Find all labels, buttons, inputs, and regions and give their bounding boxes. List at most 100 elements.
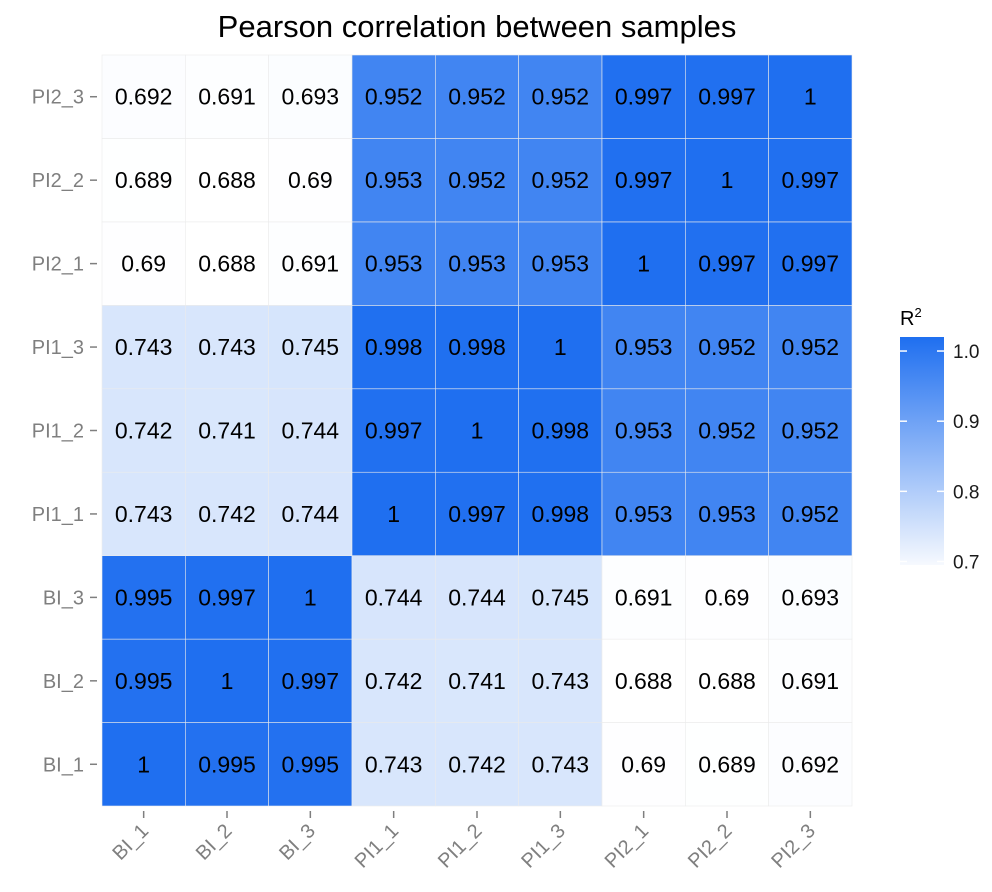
x-tick-label: PI1_3 [517,820,570,873]
x-tick-label: PI2_1 [601,820,654,873]
x-axis: BI_1 BI_2 BI_3 PI1_1 PI1_2 PI1_3 PI2_1 PI2_2 PI2… [109,811,820,872]
heatmap-cell-PI2_2-PI2_1 [601,138,686,223]
chart-title: Pearson correlation between samples [218,9,737,44]
heatmap-cell-PI1_3-BI_1 [101,305,186,390]
heatmap-cell-PI2_2-PI1_2 [435,138,519,223]
cell-value-label: 0.69 [121,251,166,277]
heatmap-cell-PI2_3-BI_2 [185,54,269,139]
cell-value-label: 0.693 [282,84,340,110]
cell-value-label: 0.997 [615,84,673,110]
heatmap-cell-BI_2-PI2_1 [601,638,686,723]
cell-value-label: 0.995 [198,751,256,777]
heatmap-cell-BI_2-BI_3 [268,638,353,723]
cell-value-label: 0.744 [282,501,340,527]
x-tick-label: PI2_3 [767,820,820,873]
cell-value-label: 0.692 [782,751,840,777]
legend-tick-label: 0.9 [953,412,979,433]
heatmap-cell-PI2_1-BI_1 [101,221,186,306]
cell-value-label: 0.691 [615,584,673,610]
cell-value-label: 0.953 [615,418,673,444]
heatmap-cell-PI2_3-BI_3 [268,54,353,139]
cell-value-label: 0.952 [448,84,506,110]
heatmap-cell-PI1_2-PI1_2 [435,388,519,473]
cell-value-label: 0.688 [698,668,756,694]
cell-value-label: 1 [721,167,734,193]
heatmap-cell-labels: 1 0.995 0.995 0.743 0.742 0.743 0.69 0.689 0.692… [115,84,839,778]
cell-value-label: 0.998 [365,334,423,360]
legend-ticks: 1.0 0.9 0.8 0.7 [900,342,979,573]
heatmap-cell-BI_1-PI1_2 [435,722,519,807]
legend-title-main: R [900,308,914,330]
cell-value-label: 0.997 [615,167,673,193]
heatmap-cell-PI2_1-PI2_1 [601,221,686,306]
cell-value-label: 1 [471,418,484,444]
cell-value-label: 0.953 [532,251,590,277]
cell-value-label: 0.742 [198,501,256,527]
heatmap-cell-PI1_3-PI1_2 [435,305,519,390]
y-tick-label: PI2_3 [32,87,84,109]
cell-value-label: 0.744 [282,418,340,444]
cell-value-label: 0.953 [615,501,673,527]
heatmap-cell-BI_1-BI_1 [101,722,186,807]
cell-value-label: 0.995 [115,668,173,694]
heatmap-cell-PI2_1-PI2_3 [768,221,853,306]
y-tick-label: PI1_1 [32,504,84,526]
cell-value-label: 0.952 [782,501,840,527]
heatmap-cell-PI2_2-BI_1 [101,138,186,223]
heatmap-cell-PI2_2-PI1_1 [351,138,436,223]
heatmap-cell-PI2_3-PI2_3 [768,54,853,139]
cell-value-label: 0.69 [705,584,750,610]
legend-title: R2 [900,305,922,330]
heatmap-cell-PI1_2-BI_3 [268,388,353,473]
heatmap-cell-PI1_3-PI2_2 [685,305,769,390]
y-tick-label: BI_1 [43,754,84,776]
heatmap-cell-BI_3-BI_3 [268,555,353,640]
legend-tick-label: 0.8 [953,482,979,503]
x-tick-label: BI_2 [192,820,237,865]
cell-value-label: 0.995 [115,584,173,610]
y-axis: BI_1 BI_2 BI_3 PI1_1 PI1_2 PI1_3 PI2_1 PI2_2 PI2… [32,87,97,776]
x-tick-label: BI_3 [275,820,320,865]
cell-value-label: 0.743 [365,751,423,777]
cell-value-label: 0.692 [115,84,173,110]
x-tick-label: PI2_2 [684,820,737,873]
cell-value-label: 0.952 [698,418,756,444]
cell-value-label: 0.997 [698,84,756,110]
heatmap-cell-PI2_1-BI_3 [268,221,353,306]
cell-value-label: 0.689 [115,167,173,193]
heatmap-cell-PI2_3-PI2_1 [601,54,686,139]
heatmap-cell-PI1_3-BI_2 [185,305,269,390]
cell-value-label: 0.998 [448,334,506,360]
legend-tick-label: 0.7 [953,552,979,573]
heatmap-cell-BI_1-PI1_1 [351,722,436,807]
cell-value-label: 0.742 [365,668,423,694]
cell-value-label: 1 [637,251,650,277]
cell-value-label: 0.744 [365,584,423,610]
cell-value-label: 0.952 [532,84,590,110]
heatmap-cell-PI2_1-PI2_2 [685,221,769,306]
heatmap-cell-BI_2-PI2_2 [685,638,769,723]
heatmap-cell-BI_1-PI1_3 [518,722,603,807]
cell-value-label: 0.741 [448,668,506,694]
color-legend: R2 1.0 0.9 0.8 0.7 [900,305,979,573]
heatmap-cell-PI1_1-PI1_1 [351,471,436,556]
cell-value-label: 0.688 [615,668,673,694]
cell-value-label: 0.953 [365,251,423,277]
cell-value-label: 0.691 [782,668,840,694]
heatmap-cell-PI1_2-PI2_1 [601,388,686,473]
heatmap-cell-PI2_1-PI1_1 [351,221,436,306]
cell-value-label: 0.688 [198,167,256,193]
heatmap-cell-PI1_2-PI1_3 [518,388,603,473]
heatmap-cell-PI2_3-PI1_3 [518,54,603,139]
heatmap-cell-PI1_1-BI_2 [185,471,269,556]
heatmap-cell-BI_1-BI_2 [185,722,269,807]
cell-value-label: 0.745 [532,584,590,610]
cell-value-label: 0.953 [448,251,506,277]
cell-value-label: 0.69 [288,167,333,193]
cell-value-label: 0.953 [365,167,423,193]
cell-value-label: 0.691 [282,251,340,277]
heatmap-cell-PI2_3-BI_1 [101,54,186,139]
cell-value-label: 0.743 [115,501,173,527]
heatmap-cell-PI1_3-PI1_1 [351,305,436,390]
